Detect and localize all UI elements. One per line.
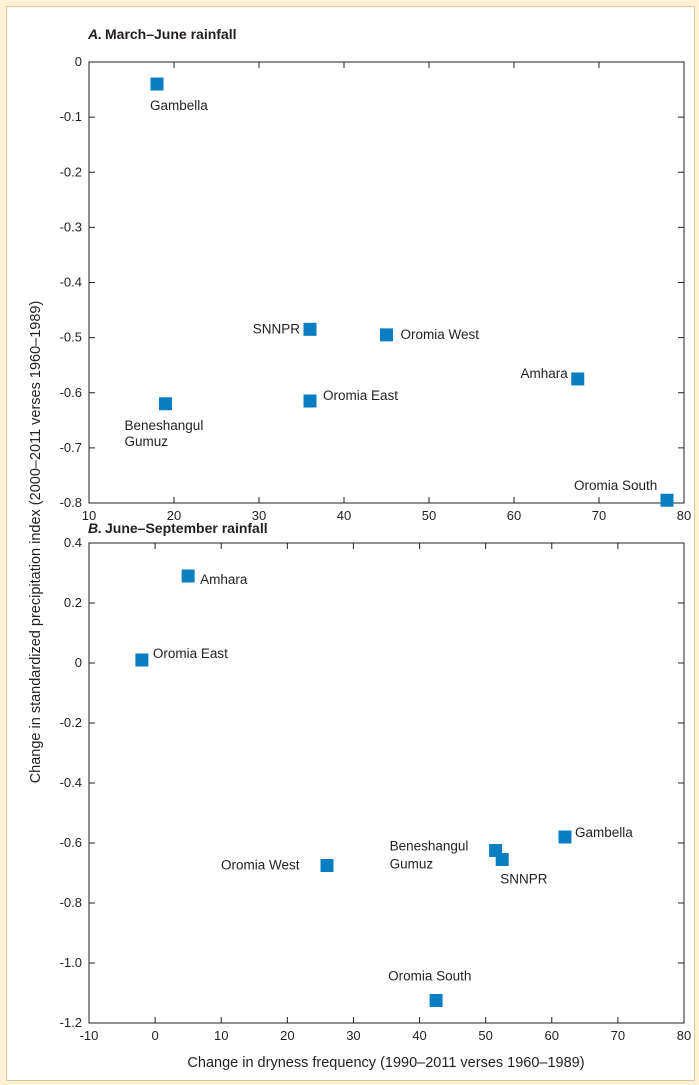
- data-point-label-line: Oromia East: [323, 388, 398, 403]
- y-tick-label: -1.0: [60, 955, 82, 970]
- y-tick-label: -0.6: [60, 835, 82, 850]
- y-tick-label: -0.3: [60, 219, 82, 234]
- x-tick-label: 60: [545, 1028, 559, 1043]
- data-point-label: Amhara: [520, 366, 568, 381]
- data-point-marker: [159, 397, 172, 411]
- panel-a-title-text: March–June rainfall: [105, 26, 237, 42]
- x-tick-label: 70: [611, 1028, 625, 1043]
- x-tick-label: 30: [252, 508, 266, 523]
- y-tick-label: -0.4: [60, 275, 82, 290]
- data-point-marker: [429, 994, 443, 1007]
- data-point-marker: [320, 859, 334, 872]
- panel-b-letter: B.: [88, 520, 102, 536]
- y-tick-label: -0.8: [60, 895, 82, 910]
- panel-a-title: A. March–June rainfall: [87, 26, 237, 42]
- data-point-label-line: SNNPR: [500, 872, 548, 887]
- y-tick-label: 0: [75, 54, 82, 69]
- data-point-label-line: Oromia South: [574, 478, 657, 493]
- x-tick-label: 10: [214, 1028, 228, 1043]
- panel-a-plot: 10 20 30 40 50 60 70 80 0 -0.1 -0.2 -0.3 -0.4 -0.5 -0.…: [60, 54, 692, 523]
- y-tick-label: -1.2: [60, 1015, 82, 1030]
- data-point-label-line: Amhara: [200, 572, 248, 587]
- x-tick-label: 10: [82, 508, 96, 523]
- data-point-marker: [558, 830, 572, 844]
- data-point-label: Oromia East: [153, 646, 228, 661]
- x-tick-label: 0: [151, 1028, 158, 1043]
- data-point-label: Oromia West: [221, 858, 300, 873]
- x-tick-label: 40: [337, 508, 351, 523]
- x-tick-label: 30: [346, 1028, 360, 1043]
- data-point-label: Beneshangul Gumuz: [125, 418, 204, 449]
- y-tick-label: -0.5: [60, 330, 82, 345]
- data-point-marker: [150, 77, 164, 91]
- data-point-label-line: Oromia South: [388, 969, 471, 984]
- panel-a-letter: A.: [87, 26, 102, 42]
- data-point-marker: [303, 322, 317, 336]
- data-point-marker: [181, 569, 195, 583]
- y-axis-title: Change in standardized precipitation ind…: [28, 301, 44, 784]
- data-point-label-line: Beneshangul: [125, 418, 204, 433]
- data-point-label-line: Gumuz: [125, 434, 169, 449]
- y-tick-label: -0.4: [60, 775, 82, 790]
- x-tick-label: 20: [167, 508, 181, 523]
- data-point-label: Oromia East: [323, 388, 398, 403]
- plot-area-border: [88, 542, 685, 1024]
- panel-b-title-text: June–September rainfall: [105, 520, 268, 536]
- data-point-label-line: Oromia West: [221, 858, 300, 873]
- data-point-label: Beneshangul Gumuz: [390, 839, 469, 872]
- y-tick-label: -0.6: [60, 385, 82, 400]
- x-tick-label: 50: [422, 508, 436, 523]
- data-point-label-line: Oromia East: [153, 646, 228, 661]
- data-point-marker: [380, 328, 393, 342]
- data-point-label-line: Amhara: [520, 366, 568, 381]
- panel-b-title: B. June–September rainfall: [88, 520, 268, 536]
- x-tick-label: 40: [412, 1028, 426, 1043]
- y-tick-label: -0.2: [60, 164, 82, 179]
- y-tick-label: 0.4: [64, 535, 82, 550]
- data-point-label-line: Gambella: [575, 825, 633, 840]
- data-point-label: Oromia West: [401, 327, 480, 342]
- data-point-label-line: Gambella: [150, 98, 208, 113]
- data-point-label-line: Gumuz: [390, 857, 434, 872]
- data-point-marker: [135, 653, 149, 667]
- data-point-label: Gambella: [575, 825, 633, 840]
- y-tick-label: 0.2: [64, 595, 82, 610]
- x-tick-label: 60: [507, 508, 521, 523]
- y-tick-label: -0.2: [60, 715, 82, 730]
- data-point-label-line: Beneshangul: [390, 839, 469, 854]
- data-point-label-line: SNNPR: [253, 321, 301, 336]
- data-point-label: Oromia South: [574, 478, 657, 493]
- x-tick-label: 50: [478, 1028, 492, 1043]
- plot-area-border: [88, 61, 685, 504]
- panel-b-plot: -10 0 10 20 30 40 50 60 70 80 0.4 0.2 0 -0.2 -0.4 -0.6 -…: [60, 535, 692, 1043]
- x-tick-label: 20: [280, 1028, 294, 1043]
- x-tick-label: -10: [80, 1028, 99, 1043]
- y-tick-label: -0.7: [60, 440, 82, 455]
- x-tick-label: 80: [677, 508, 691, 523]
- data-point-label: Oromia South: [388, 969, 471, 984]
- x-tick-label: 70: [592, 508, 606, 523]
- y-tick-label: 0: [75, 655, 82, 670]
- data-point-marker: [495, 853, 509, 866]
- data-point-marker: [571, 372, 585, 386]
- data-point-label: SNNPR: [500, 872, 548, 887]
- data-point-marker: [303, 394, 317, 408]
- x-tick-label: 80: [677, 1028, 691, 1043]
- data-point-label: SNNPR: [253, 321, 301, 336]
- data-point-marker: [660, 493, 674, 507]
- data-point-label-line: Oromia West: [401, 327, 480, 342]
- data-point-label: Gambella: [150, 98, 208, 113]
- data-point-label: Amhara: [200, 572, 248, 587]
- y-tick-label: -0.8: [60, 495, 82, 510]
- x-axis-title: Change in dryness frequency (1990–2011 v…: [187, 1055, 584, 1071]
- y-tick-label: -0.1: [60, 109, 82, 124]
